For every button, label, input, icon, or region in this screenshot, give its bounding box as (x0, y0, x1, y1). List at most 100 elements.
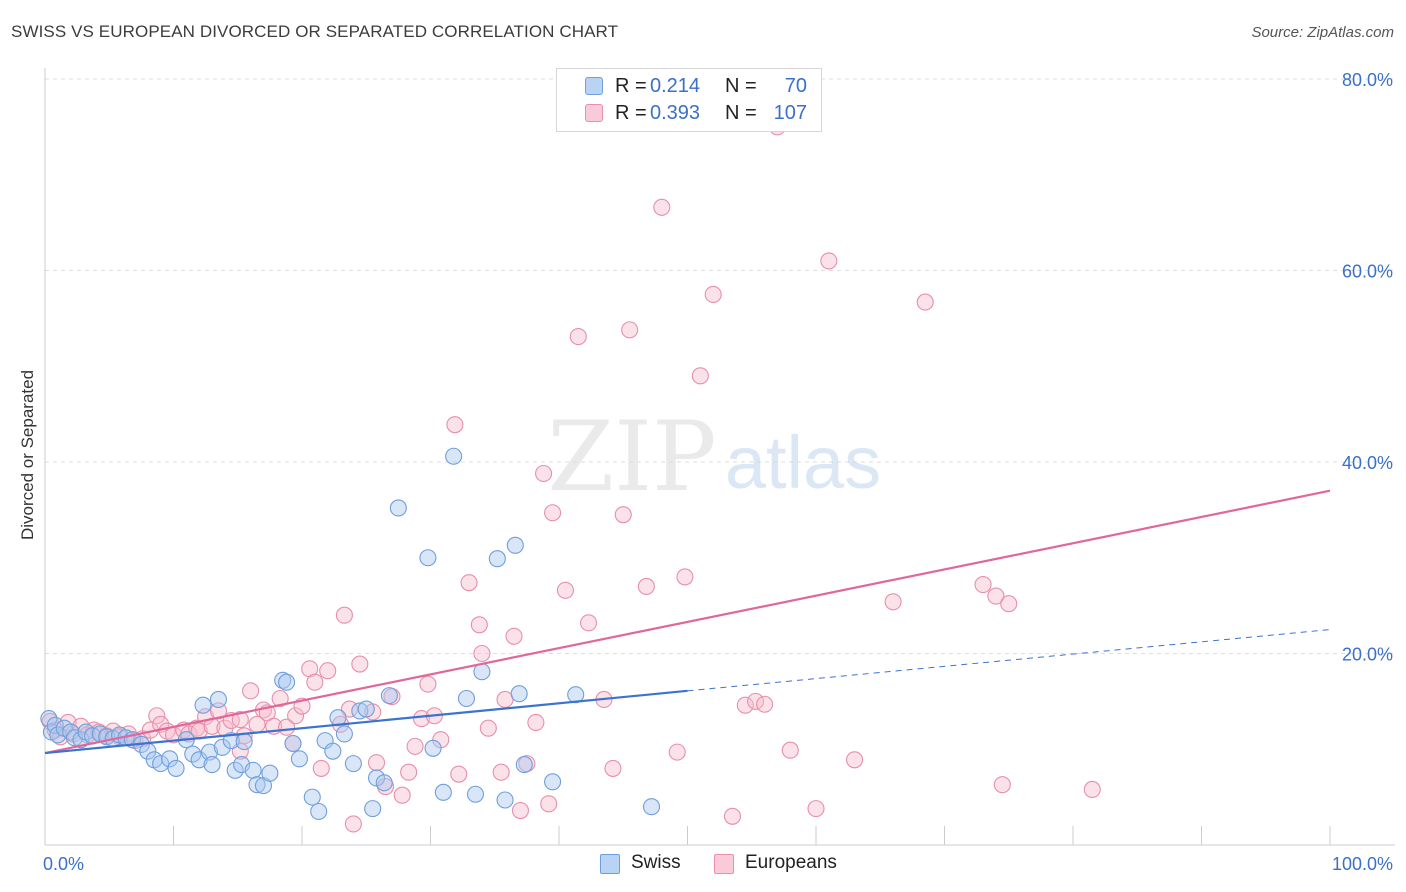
data-point (473, 644, 491, 663)
data-point (496, 791, 514, 809)
data-point (303, 788, 321, 806)
swiss-swatch (585, 77, 603, 95)
data-point (884, 593, 902, 611)
data-point (248, 776, 266, 794)
data-point (445, 447, 463, 465)
data-point (466, 785, 485, 803)
data-point (231, 711, 249, 729)
data-point (457, 689, 476, 708)
legend-r-value: 0.214 (650, 75, 701, 97)
data-point (510, 685, 528, 703)
data-point (916, 293, 934, 311)
data-point (152, 755, 170, 773)
legend-n-value: 107 (773, 102, 807, 124)
legend-n-value: 70 (784, 75, 807, 97)
data-point (419, 675, 437, 693)
data-point (203, 756, 221, 774)
data-point (569, 328, 587, 346)
data-point (310, 802, 328, 821)
legend-r-label: R = (615, 75, 647, 97)
data-point (470, 616, 488, 634)
data-point (756, 695, 774, 713)
data-point (506, 536, 524, 554)
data-point (642, 798, 661, 816)
data-point (340, 700, 359, 718)
legend-row-swiss: R = 0.214 N = 70 (557, 74, 821, 100)
watermark-atlas: atlas (725, 421, 881, 504)
swiss-legend-label: Swiss (631, 852, 681, 873)
data-point (306, 673, 324, 691)
data-point (668, 743, 686, 761)
europeans-legend-swatch (714, 854, 734, 874)
data-point (820, 252, 838, 270)
data-point (49, 726, 67, 744)
data-point (367, 754, 386, 772)
watermark: ZIP atlas (547, 401, 881, 513)
data-point (400, 763, 418, 781)
data-point (556, 581, 574, 599)
data-point (184, 745, 202, 763)
data-point (446, 416, 464, 434)
swiss-legend-swatch (600, 854, 620, 874)
data-point (1000, 595, 1018, 613)
data-point (375, 774, 393, 792)
data-point (271, 689, 289, 708)
data-point (278, 673, 296, 691)
data-point (676, 568, 694, 586)
grid-lines (45, 78, 1395, 654)
data-point (540, 795, 558, 813)
data-point (544, 773, 562, 791)
data-point (424, 739, 442, 757)
europeans-legend-label: Europeans (745, 852, 837, 873)
data-point (488, 550, 506, 568)
data-point (209, 690, 228, 709)
data-point (194, 696, 212, 714)
europeans-trend-line (44, 489, 1331, 755)
swiss-trend-line (44, 689, 688, 755)
data-point (389, 499, 407, 517)
data-point (450, 765, 468, 783)
data-point (704, 285, 722, 303)
y-tick-label: 20.0% (1342, 645, 1393, 665)
legend-r-label: R = (615, 102, 647, 124)
data-point (544, 504, 562, 522)
data-point (161, 750, 179, 768)
correlation-legend: R = 0.214 N = 70 R = 0.393 N = 107 (556, 68, 822, 132)
data-point (200, 743, 219, 761)
data-point (807, 800, 825, 818)
data-point (723, 807, 742, 825)
data-point (226, 761, 244, 779)
data-point (845, 751, 864, 769)
data-point (515, 756, 533, 774)
data-point (235, 727, 253, 745)
trend-lines (44, 489, 1331, 755)
data-point (604, 759, 622, 777)
data-point (335, 725, 353, 743)
data-point (527, 713, 545, 731)
data-point (419, 549, 437, 567)
data-point (287, 707, 305, 725)
data-point (167, 759, 185, 777)
data-point (993, 776, 1011, 794)
tick-labels: 20.0% 40.0% 60.0% 80.0% 0.0% 100.0% (43, 70, 1393, 874)
data-point (736, 696, 754, 714)
legend-n-label: N = (725, 75, 757, 97)
data-point (148, 707, 166, 725)
data-point (974, 576, 992, 594)
data-point (278, 718, 296, 736)
y-tick-label: 60.0% (1342, 262, 1393, 282)
data-point (351, 702, 369, 720)
legend-row-europeans: R = 0.393 N = 107 (557, 101, 821, 127)
data-point (244, 761, 262, 779)
data-point (580, 614, 598, 632)
y-tick-label: 40.0% (1342, 453, 1393, 473)
data-point (242, 682, 260, 700)
data-point (614, 506, 632, 524)
legend-n-label: N = (725, 102, 757, 124)
data-point (235, 733, 253, 751)
data-point (412, 710, 431, 728)
data-point (290, 750, 308, 768)
data-point (319, 662, 337, 680)
data-point (344, 815, 362, 833)
